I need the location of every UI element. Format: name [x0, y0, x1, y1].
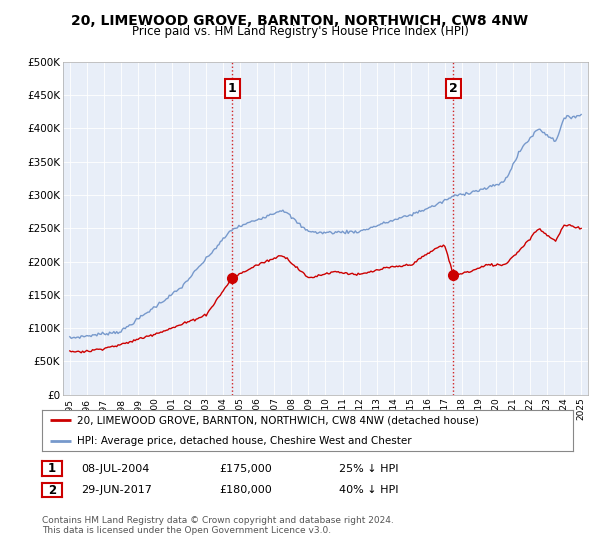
- Text: 2: 2: [449, 82, 458, 95]
- Text: 40% ↓ HPI: 40% ↓ HPI: [339, 485, 398, 495]
- Text: £175,000: £175,000: [219, 464, 272, 474]
- Text: 29-JUN-2017: 29-JUN-2017: [81, 485, 152, 495]
- Text: 1: 1: [48, 462, 56, 475]
- Text: 20, LIMEWOOD GROVE, BARNTON, NORTHWICH, CW8 4NW (detached house): 20, LIMEWOOD GROVE, BARNTON, NORTHWICH, …: [77, 415, 478, 425]
- Text: 08-JUL-2004: 08-JUL-2004: [81, 464, 149, 474]
- Text: 1: 1: [228, 82, 236, 95]
- Text: This data is licensed under the Open Government Licence v3.0.: This data is licensed under the Open Gov…: [42, 526, 331, 535]
- Text: HPI: Average price, detached house, Cheshire West and Chester: HPI: Average price, detached house, Ches…: [77, 436, 411, 446]
- Text: £180,000: £180,000: [219, 485, 272, 495]
- Text: 20, LIMEWOOD GROVE, BARNTON, NORTHWICH, CW8 4NW: 20, LIMEWOOD GROVE, BARNTON, NORTHWICH, …: [71, 14, 529, 28]
- Text: 25% ↓ HPI: 25% ↓ HPI: [339, 464, 398, 474]
- Text: Contains HM Land Registry data © Crown copyright and database right 2024.: Contains HM Land Registry data © Crown c…: [42, 516, 394, 525]
- Text: Price paid vs. HM Land Registry's House Price Index (HPI): Price paid vs. HM Land Registry's House …: [131, 25, 469, 38]
- Text: 2: 2: [48, 483, 56, 497]
